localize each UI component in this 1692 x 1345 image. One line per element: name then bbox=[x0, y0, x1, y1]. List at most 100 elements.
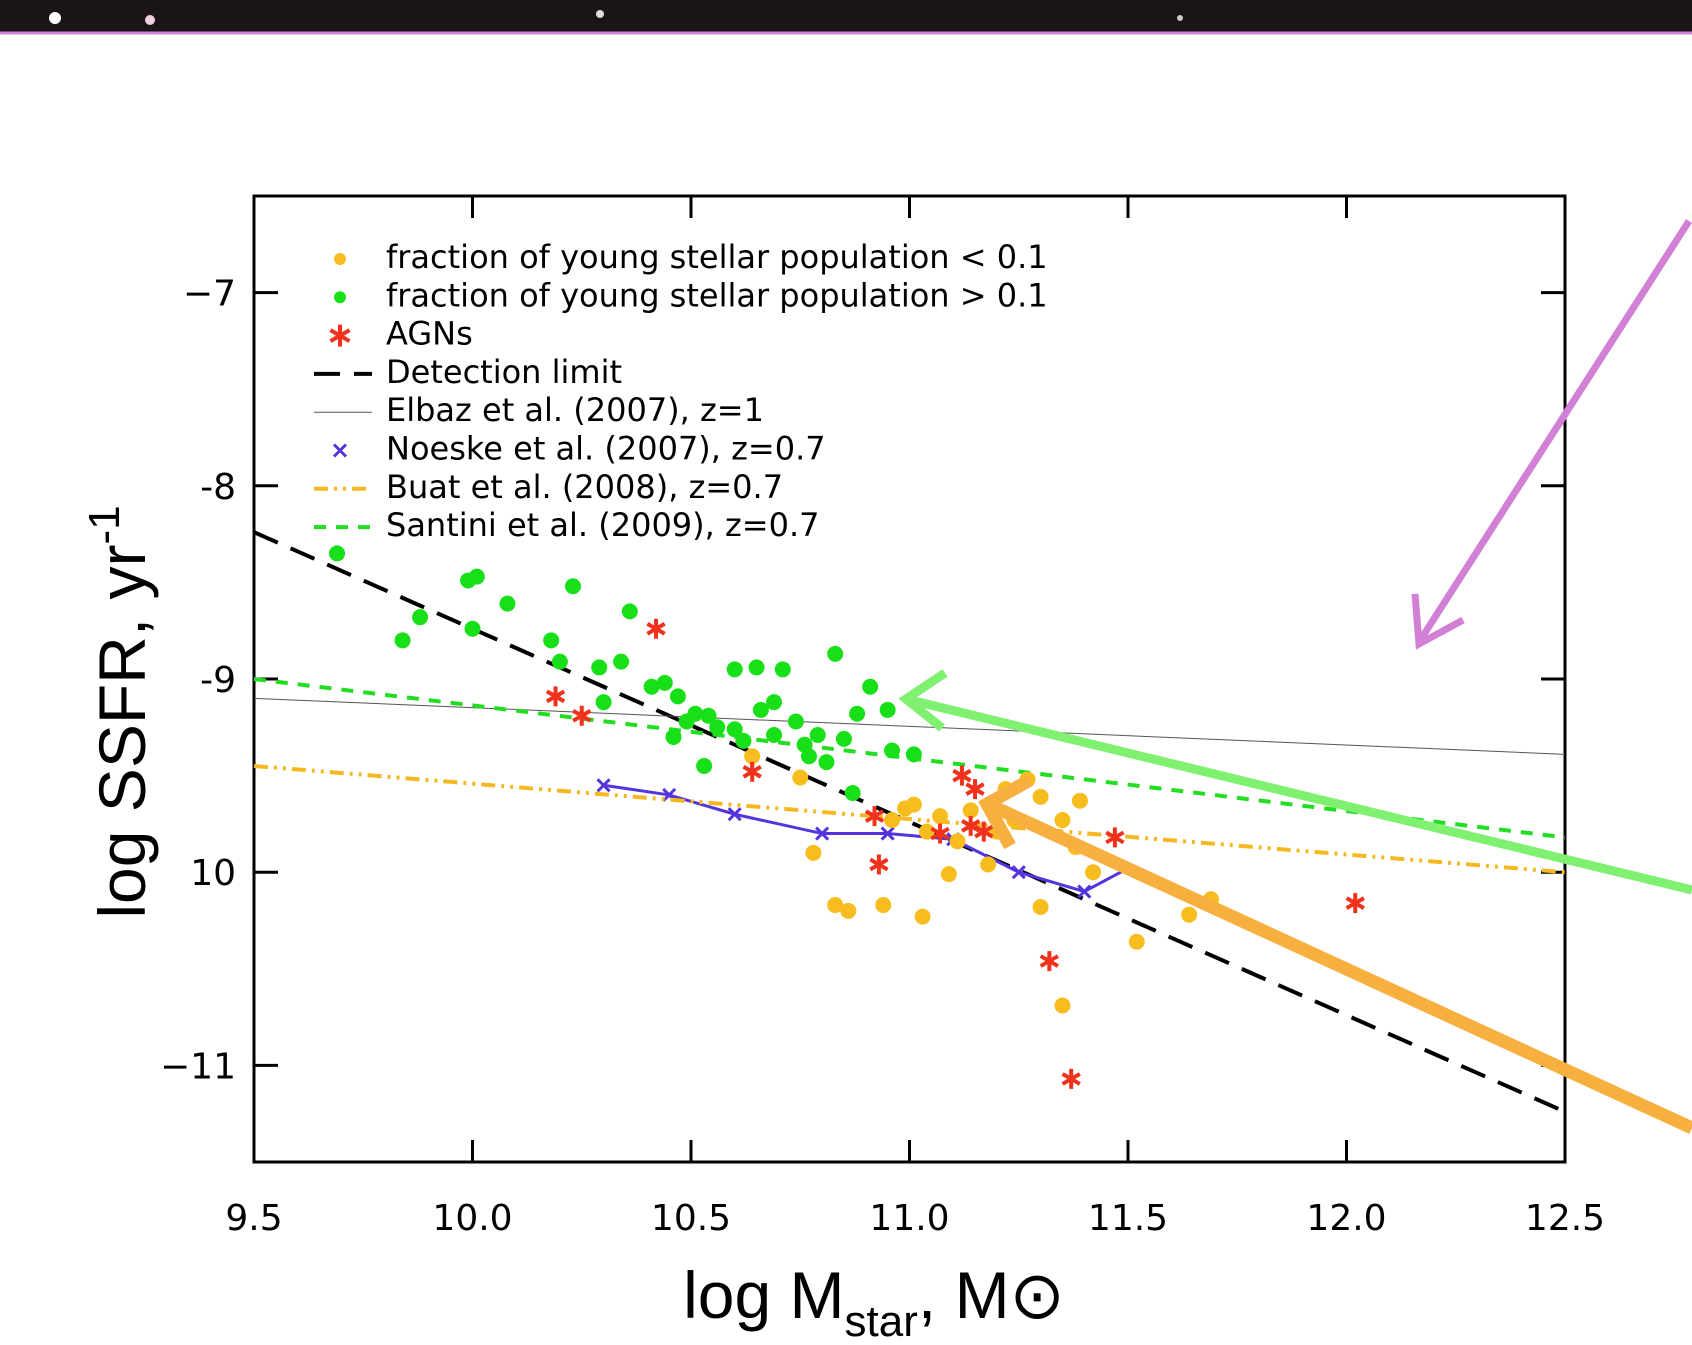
annotation-arrowhead bbox=[978, 774, 1034, 850]
point bbox=[766, 694, 783, 711]
point bbox=[726, 721, 743, 738]
point bbox=[914, 908, 931, 925]
y-tick-label: −7 bbox=[183, 274, 236, 315]
agn-star bbox=[646, 618, 666, 639]
x-tick-label: 10.0 bbox=[432, 1198, 512, 1239]
legend-label: AGNs bbox=[386, 315, 473, 353]
point bbox=[918, 823, 935, 840]
point bbox=[787, 713, 804, 730]
point bbox=[884, 812, 901, 829]
point bbox=[805, 844, 822, 861]
point bbox=[665, 728, 682, 745]
agn-star bbox=[965, 779, 985, 800]
agn-star bbox=[572, 705, 592, 726]
header-band bbox=[0, 0, 1692, 32]
y-label-main: log SSFR, yr bbox=[85, 545, 159, 919]
x-marker bbox=[1011, 865, 1026, 880]
x-marker bbox=[727, 807, 742, 822]
legend-label: Santini et al. (2009), z=0.7 bbox=[386, 506, 819, 544]
star-dot bbox=[596, 10, 604, 18]
agn-star bbox=[545, 686, 566, 707]
star-dot bbox=[49, 12, 61, 24]
x-tick-label: 12.5 bbox=[1525, 1198, 1605, 1239]
series-line bbox=[253, 697, 1566, 755]
point bbox=[949, 833, 966, 850]
series-line bbox=[253, 530, 1566, 1114]
point bbox=[905, 746, 922, 763]
star-dot bbox=[1177, 15, 1183, 21]
point bbox=[1032, 788, 1049, 805]
annotation-arrowhead bbox=[898, 669, 948, 732]
point bbox=[551, 653, 568, 670]
x-marker bbox=[815, 826, 830, 841]
point bbox=[1128, 933, 1145, 950]
x-label-main: log M bbox=[683, 1258, 844, 1332]
x-tick-label: 10.5 bbox=[651, 1198, 731, 1239]
point bbox=[897, 800, 914, 817]
point bbox=[464, 620, 481, 637]
point bbox=[613, 653, 630, 670]
x-tick-label: 9.5 bbox=[225, 1198, 282, 1239]
point bbox=[1032, 898, 1049, 915]
point bbox=[809, 727, 826, 744]
point bbox=[840, 902, 857, 919]
point bbox=[748, 659, 765, 676]
point bbox=[940, 866, 957, 883]
point bbox=[329, 545, 346, 562]
y-tick-label: -8 bbox=[200, 467, 236, 508]
annotation-arrow bbox=[908, 695, 1692, 895]
agn-star bbox=[742, 761, 762, 782]
point bbox=[709, 719, 726, 736]
agn-star bbox=[869, 854, 889, 875]
point bbox=[875, 897, 892, 914]
point bbox=[1071, 792, 1088, 809]
point bbox=[726, 661, 743, 678]
point bbox=[1181, 906, 1198, 923]
point bbox=[744, 748, 761, 765]
star-dot bbox=[145, 15, 155, 25]
x-marker bbox=[1077, 884, 1092, 899]
point bbox=[774, 661, 791, 678]
point bbox=[591, 659, 608, 676]
point bbox=[669, 688, 686, 705]
y-tick-label: −11 bbox=[160, 1046, 236, 1087]
point bbox=[394, 632, 411, 649]
y-tick-label: 10 bbox=[190, 853, 236, 894]
point bbox=[499, 595, 516, 612]
point bbox=[752, 701, 769, 718]
point bbox=[827, 897, 844, 914]
point bbox=[687, 705, 704, 722]
legend-marker bbox=[329, 324, 351, 347]
point bbox=[844, 784, 861, 801]
point bbox=[827, 645, 844, 662]
agn-star bbox=[1039, 951, 1060, 972]
point bbox=[879, 701, 896, 718]
x-label-tail: , M⊙ bbox=[918, 1258, 1065, 1332]
x-tick-label: 11.0 bbox=[869, 1198, 949, 1239]
y-axis-label: log SSFR, yr-1 bbox=[80, 505, 159, 918]
point bbox=[735, 732, 752, 749]
legend-label: Buat et al. (2008), z=0.7 bbox=[386, 468, 783, 506]
point bbox=[962, 802, 979, 819]
agn-star bbox=[1345, 893, 1365, 914]
point bbox=[565, 578, 582, 595]
point bbox=[932, 808, 949, 825]
legend-label: Detection limit bbox=[386, 353, 622, 391]
legend-label: fraction of young stellar population > 0… bbox=[386, 276, 1048, 314]
x-axis-label: log Mstar, M⊙ bbox=[683, 1258, 1065, 1345]
point bbox=[468, 568, 485, 585]
legend-marker bbox=[334, 291, 346, 304]
agn-star bbox=[974, 821, 994, 842]
point bbox=[766, 727, 783, 744]
legend-label: fraction of young stellar population < 0… bbox=[386, 238, 1048, 276]
point bbox=[849, 705, 866, 722]
y-tick-label: -9 bbox=[200, 660, 236, 701]
x-label-sub: star bbox=[845, 1297, 918, 1345]
point bbox=[884, 742, 901, 759]
point bbox=[696, 757, 713, 774]
point bbox=[412, 609, 429, 626]
legend-label: Elbaz et al. (2007), z=1 bbox=[386, 391, 764, 429]
agn-star bbox=[952, 765, 972, 786]
annotation-arrow bbox=[989, 800, 1692, 1134]
